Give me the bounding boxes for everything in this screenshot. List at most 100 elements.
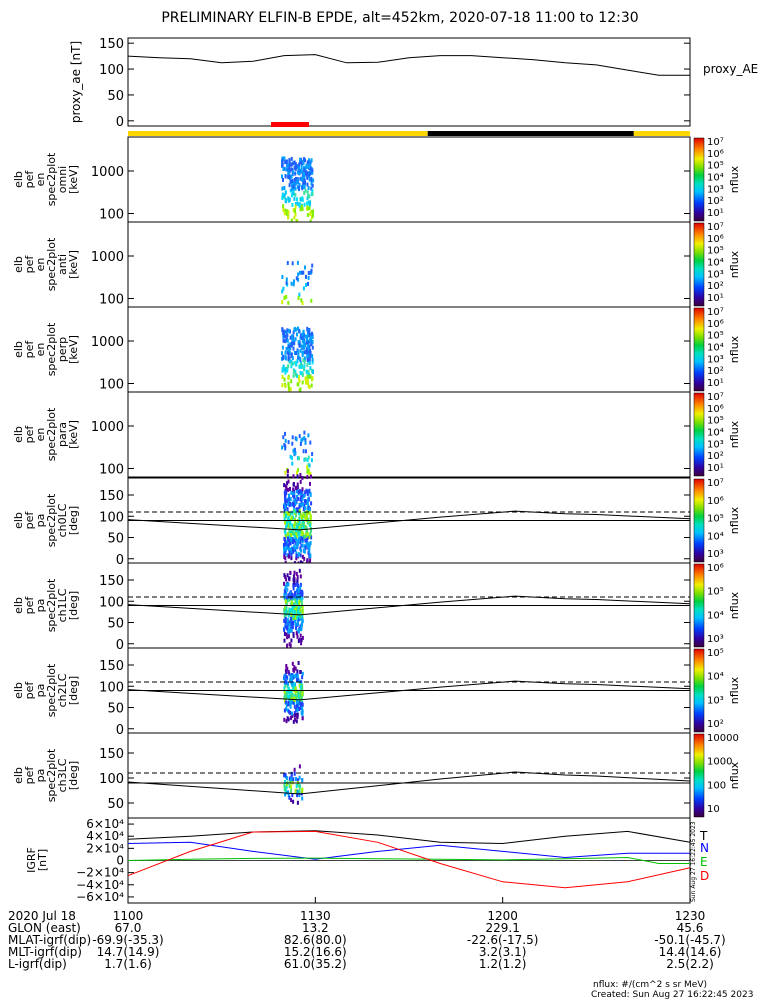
spectrogram-pixel [292, 330, 295, 335]
spectrogram-pixel [294, 583, 297, 587]
spectrogram-pixel [285, 626, 288, 631]
spectrogram-pixel [303, 360, 306, 364]
spectrogram-pixel [281, 327, 284, 332]
spectrogram-pixel [288, 690, 291, 695]
spectrogram-pixel [310, 474, 312, 479]
spectrogram-pixel [295, 531, 298, 536]
spectrogram-pixel [309, 491, 312, 496]
spectrogram-pixel [292, 719, 295, 724]
spectrogram-pixel [295, 545, 298, 550]
spectrogram-pixel [296, 553, 299, 558]
spectrogram-pixel [312, 209, 314, 214]
spectrogram-pixel [292, 482, 295, 487]
colorbar-tick-label: 10³ [707, 549, 724, 560]
spectrogram-pixel [307, 271, 310, 275]
spectrogram-pixel [307, 468, 310, 473]
spectrogram-pixel [289, 693, 292, 698]
spectrogram-pixel [297, 468, 299, 473]
spectrogram-pixel [285, 366, 287, 371]
spectrogram-pixel [286, 507, 289, 512]
spectrogram-pixel [301, 706, 304, 711]
proxy-ae-line [127, 54, 690, 76]
spectrogram-pixel [298, 568, 301, 573]
spectrogram-pixel [292, 501, 294, 506]
spectrogram-pixel [297, 528, 300, 533]
spectrogram-pixel [284, 339, 287, 344]
spectrogram-pixel [296, 674, 299, 679]
spectrogram-pixel [309, 166, 312, 171]
spectrogram-pixel [311, 168, 314, 173]
spectrogram-pixel [301, 207, 304, 212]
spectrogram-pixel [283, 609, 286, 614]
spectrogram-pixel [302, 180, 305, 185]
spectrogram-pixel [295, 437, 298, 442]
spectrogram-pixel [301, 671, 304, 676]
spectrogram-pixel [297, 607, 300, 611]
panel-tick-label: 100 [99, 772, 124, 787]
igrf-ylabel-line1: IGRF [25, 847, 38, 873]
spectrogram-pixel [293, 215, 296, 220]
spectrogram-panel: elbpefpaspec2plotch2LC[deg]15010050010⁵1… [12, 647, 741, 738]
spectrogram-pixel [306, 334, 309, 339]
spectrogram-pixel [308, 205, 311, 210]
spectrogram-pixel [294, 717, 296, 722]
spectrogram-pixel [297, 180, 300, 185]
spectrogram-pixel [299, 693, 301, 698]
spectrogram-pixel [298, 328, 300, 333]
spectrogram-pixel [297, 296, 300, 300]
colorbar-gradient [693, 733, 705, 818]
spectrogram-pixel [301, 537, 304, 542]
spectrogram-pixel [295, 594, 298, 598]
spectrogram-pixel [284, 174, 287, 179]
spectrogram-pixel [288, 622, 291, 627]
spectrogram-pixel [281, 289, 284, 294]
spectrogram-pixel [282, 364, 285, 369]
spectrogram-pixel [296, 579, 299, 584]
spectrogram-pixel [284, 534, 287, 539]
spectrogram-pixel [289, 179, 292, 184]
spectrogram-pixel [289, 677, 292, 682]
spectrogram-pixel [289, 701, 292, 706]
spectrogram-pixel [287, 328, 290, 333]
spectrogram-pixel [290, 162, 293, 167]
spectrogram-pixel [283, 547, 286, 552]
spectrogram-pixel [309, 517, 312, 522]
spectrogram-pixel [298, 292, 301, 297]
spectrogram-pixel [306, 544, 309, 548]
spectrogram-pixel [295, 556, 298, 561]
spectrogram-pixel [295, 534, 298, 539]
spectrogram-pixel [299, 633, 302, 638]
spectrogram-pixel [287, 215, 290, 220]
spectrogram-pixel [295, 631, 298, 636]
spectrogram-pixel [301, 534, 304, 539]
spectrogram-pixel [290, 628, 292, 633]
spectrogram-pixel [293, 489, 296, 494]
spectrogram-pixel [297, 355, 300, 360]
spectrogram-pixel [291, 202, 294, 207]
spectrogram-pixel [292, 700, 295, 705]
spectrogram-pixel [303, 356, 306, 361]
colorbar-tick-label: 10⁴ [707, 258, 724, 269]
spectrogram-pixel [312, 370, 314, 374]
spectrogram-pixel [296, 474, 299, 479]
spectrogram-pixel [288, 709, 291, 714]
colorbar-tick-label: 10⁷ [707, 137, 724, 148]
spectrogram-pixel [288, 493, 290, 498]
spectrogram-pixel [293, 165, 296, 170]
spectrogram-pixel [308, 385, 311, 389]
spectrogram-pixel [294, 176, 297, 181]
spectrogram-pixel [290, 798, 293, 803]
colorbar-label-text: nflux [728, 250, 741, 278]
spectrogram-pixel [290, 538, 293, 543]
spectrogram-pixel [299, 624, 302, 629]
panel-ylabel-line: para [56, 422, 69, 447]
spectrogram-pixel [282, 204, 285, 209]
spectrogram-pixel [299, 343, 302, 348]
panel-ylabel-line: pef [23, 766, 36, 785]
spectrogram-pixel [303, 436, 306, 441]
spectrogram-pixel [298, 696, 301, 701]
spectrogram-pixel [299, 685, 302, 690]
spectrogram-pixel [307, 370, 310, 375]
spectrogram-pixel [287, 793, 290, 798]
